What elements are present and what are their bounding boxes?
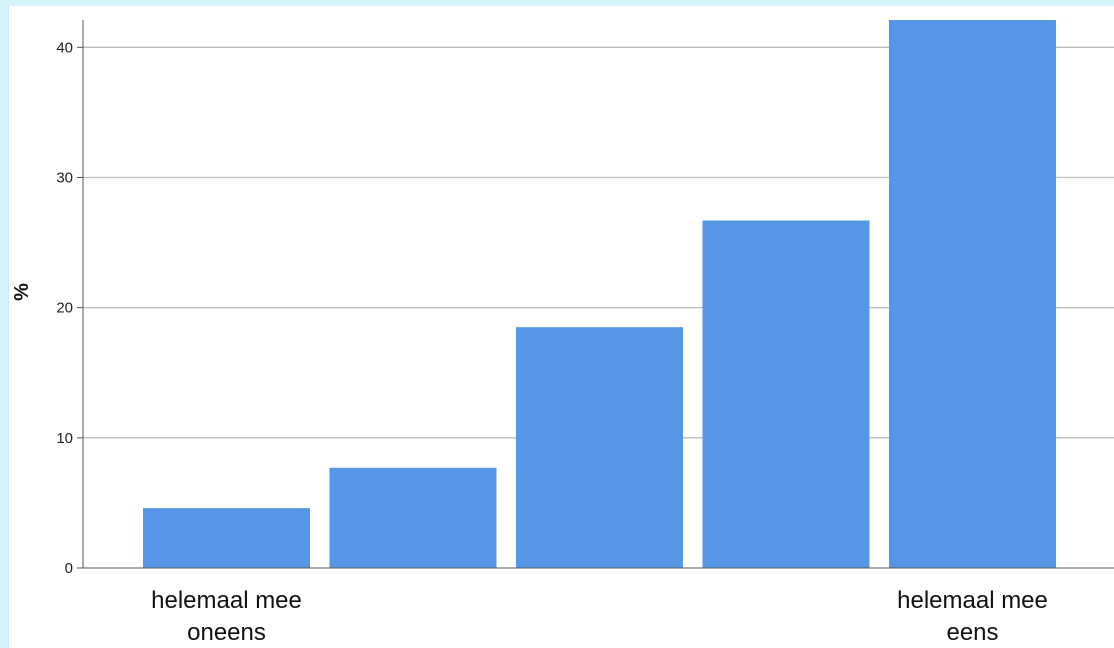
axes: [77, 20, 1114, 569]
y-tick-label-30: 30: [56, 170, 73, 187]
y-axis-label: %: [11, 283, 33, 301]
bar-1: [143, 508, 310, 568]
labels: 0 10 20 30 40 helemaal mee oneens helemaal mee e…: [56, 39, 1048, 646]
y-tick-label-10: 10: [56, 430, 73, 447]
y-tick-label-20: 20: [56, 300, 73, 317]
x-category-label-5: helemaal mee eens: [897, 587, 1048, 646]
bar-5: [889, 20, 1056, 568]
bars: [143, 20, 1056, 568]
x-category-label-line: oneens: [187, 619, 266, 646]
bar-4: [702, 220, 870, 568]
y-tick-label-0: 0: [65, 560, 73, 577]
bar-chart: 0 10 20 30 40 helemaal mee oneens helemaal mee e…: [11, 20, 1114, 646]
y-tick-label-40: 40: [56, 39, 73, 56]
chart-panel: 0 10 20 30 40 helemaal mee oneens helemaal mee e…: [8, 6, 1114, 648]
x-category-label-1: helemaal mee oneens: [151, 587, 302, 646]
bar-2: [329, 467, 497, 568]
bar-3: [516, 327, 683, 568]
x-category-label-line: helemaal mee: [897, 587, 1048, 614]
x-category-label-line: eens: [946, 619, 998, 646]
x-category-label-line: helemaal mee: [151, 587, 302, 614]
